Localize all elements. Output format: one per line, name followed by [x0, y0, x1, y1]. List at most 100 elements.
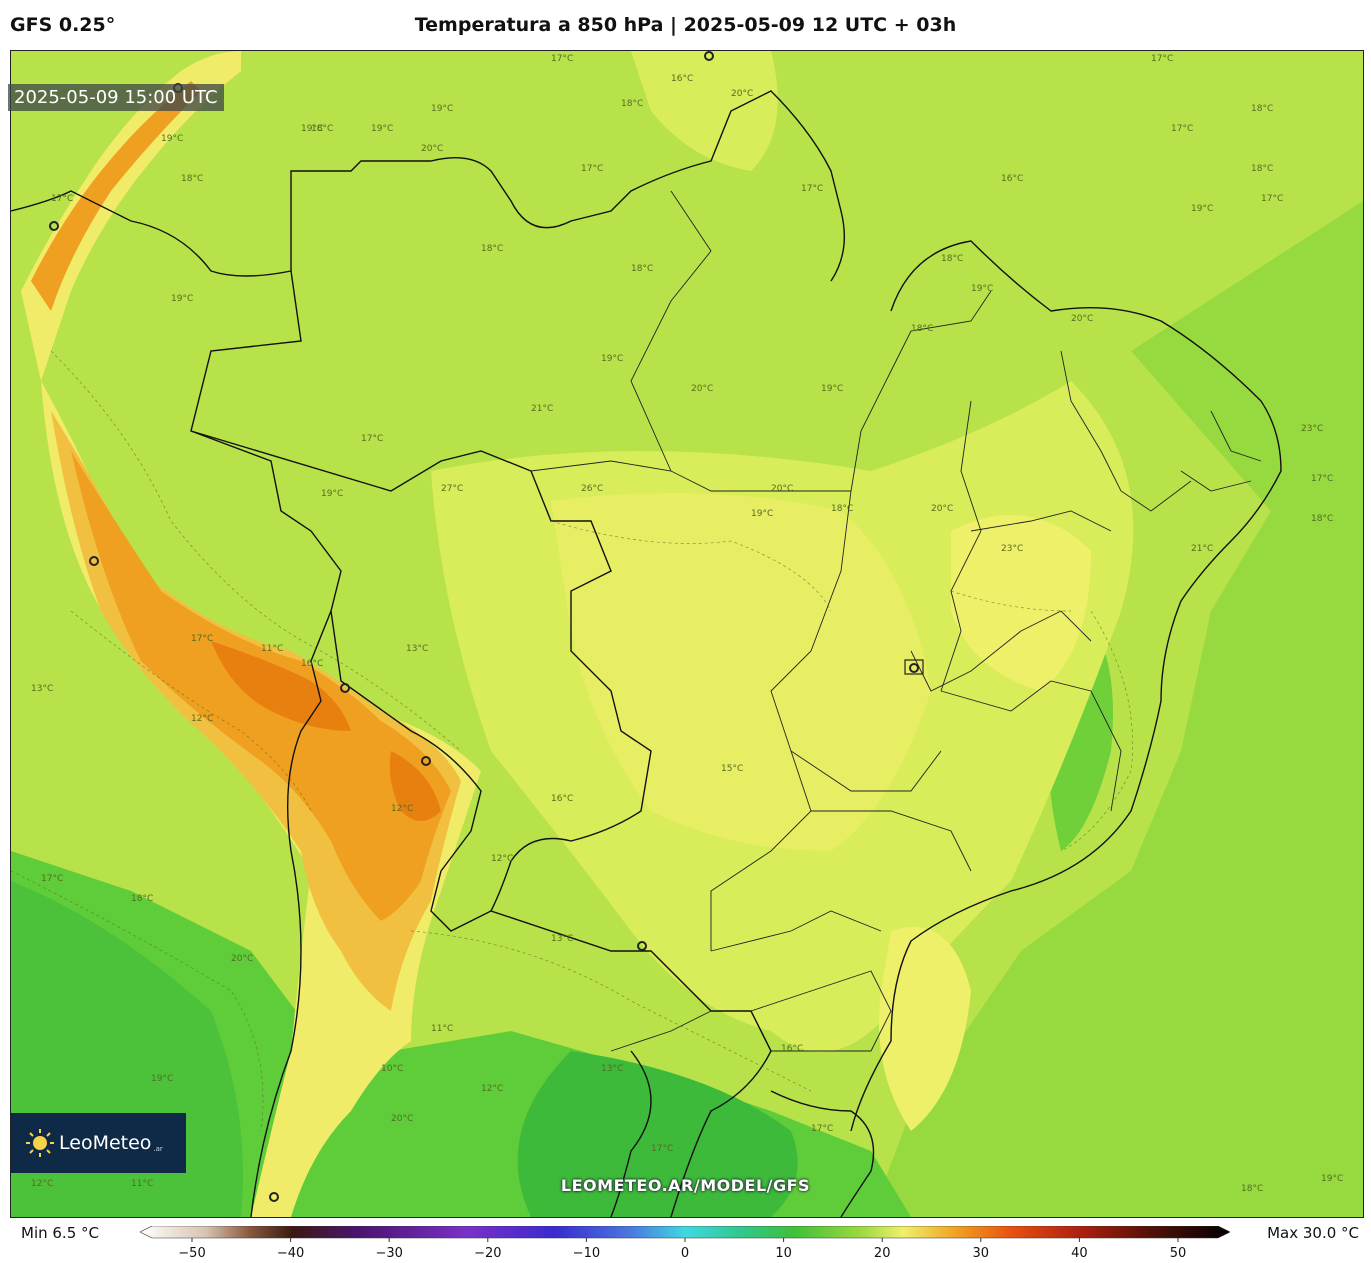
contour-label: 12°C [191, 714, 213, 724]
contour-label: 19°C [171, 294, 193, 304]
contour-label: 17°C [551, 54, 573, 64]
logo-suffix: .ar [153, 1145, 163, 1153]
map-canvas: 19°C17°C18°C19°C16°C18°C20°C17°C17°C18°C… [11, 51, 1363, 1217]
contour-label: 19°C [431, 104, 453, 114]
contour-label: 10°C [381, 1064, 403, 1074]
contour-label: 11°C [261, 644, 283, 654]
contour-label: 18°C [131, 894, 153, 904]
contour-label: 27°C [441, 484, 463, 494]
colorbar-tick-label: −40 [277, 1246, 304, 1260]
contour-label: 17°C [41, 874, 63, 884]
contour-label: 20°C [1071, 314, 1093, 324]
contour-label: 17°C [361, 434, 383, 444]
colorbar-ticks: −50 −40 −30 −20 −10 0 10 20 30 40 50 [178, 1238, 1186, 1260]
contour-label: 18°C [831, 504, 853, 514]
contour-label: 16°C [551, 794, 573, 804]
contour-label: 18°C [911, 324, 933, 334]
logo-text: LeoMeteo [59, 1132, 152, 1154]
contour-label: 18°C [1251, 164, 1273, 174]
country-borders [11, 90, 1282, 1217]
colorbar-tick-label: −30 [375, 1246, 402, 1260]
colorbar-tick-label: 20 [874, 1246, 891, 1260]
contour-label: 21°C [1191, 544, 1213, 554]
leometeo-logo[interactable]: LeoMeteo .ar [11, 1113, 186, 1173]
contour-label: 19°C [1321, 1174, 1343, 1184]
contour-label: 23°C [1001, 544, 1023, 554]
contour-label: 16°C [1001, 174, 1023, 184]
contour-label: 17°C [191, 634, 213, 644]
state-borders [530, 190, 1262, 1052]
contour-label: 17°C [1171, 124, 1193, 134]
colorbar-tick-label: 0 [681, 1246, 689, 1260]
min-temperature-label: Min 6.5 °C [21, 1224, 99, 1242]
contour-label: 19°C [971, 284, 993, 294]
contour-label: 17°C [811, 1124, 833, 1134]
contour-label: 18°C [181, 174, 203, 184]
contour-label: 16°C [301, 659, 323, 669]
valid-time-badge: 2025-05-09 15:00 UTC [8, 84, 224, 111]
contour-label: 19°C [371, 124, 393, 134]
contour-label: 19°C [601, 354, 623, 364]
colorbar-tick-label: 40 [1071, 1246, 1088, 1260]
sun-icon [26, 1129, 54, 1157]
contour-label: 12°C [31, 1179, 53, 1189]
temperature-map[interactable]: 19°C 17°C 18°C 19°C 16°C 18°C 20°C 17°C 17°C 18°C… [10, 50, 1364, 1218]
contour-label: 20°C [231, 954, 253, 964]
contour-labels: 19°C17°C18°C19°C16°C18°C20°C17°C17°C18°C… [31, 54, 1343, 1194]
colorbar-tick-label: −20 [474, 1246, 501, 1260]
contour-label: 18°C [311, 124, 333, 134]
temperature-colorbar: −50 −40 −30 −20 −10 0 10 20 30 40 50 [140, 1226, 1230, 1260]
contour-label: 26°C [581, 484, 603, 494]
colorbar-tick-label: 50 [1170, 1246, 1187, 1260]
contour-label: 11°C [431, 1024, 453, 1034]
contour-label: 18°C [481, 244, 503, 254]
max-temperature-label: Max 30.0 °C [1267, 1224, 1359, 1242]
contour-label: 17°C [651, 1144, 673, 1154]
contour-label: 23°C [1301, 424, 1323, 434]
contour-label: 13°C [551, 934, 573, 944]
contour-label: 13°C [406, 644, 428, 654]
colorbar-tick-label: −50 [178, 1246, 205, 1260]
contour-label: 17°C [801, 184, 823, 194]
contour-label: 21°C [531, 404, 553, 414]
contour-label: 15°C [721, 764, 743, 774]
contour-label: 20°C [731, 89, 753, 99]
contour-label: 19°C [821, 384, 843, 394]
contour-label: 13°C [31, 684, 53, 694]
contour-label: 19°C [161, 134, 183, 144]
contour-label: 19°C [1191, 204, 1213, 214]
contour-label: 12°C [491, 854, 513, 864]
map-title: Temperatura a 850 hPa | 2025-05-09 12 UT… [414, 14, 957, 36]
source-watermark[interactable]: LEOMETEO.AR/MODEL/GFS [560, 1176, 811, 1195]
contour-label: 19°C [301, 124, 323, 134]
contour-label: 16°C [781, 1044, 803, 1054]
contour-label: 20°C [691, 384, 713, 394]
contour-label: 19°C [151, 1074, 173, 1084]
contour-label: 18°C [631, 264, 653, 274]
colorbar-tick-label: 30 [973, 1246, 990, 1260]
contour-label: 17°C [51, 194, 73, 204]
contour-label: 12°C [481, 1084, 503, 1094]
colorbar-tick-label: −10 [573, 1246, 600, 1260]
colorbar-tick-label: 10 [775, 1246, 792, 1260]
contour-label: 18°C [941, 254, 963, 264]
contour-label: 17°C [1261, 194, 1283, 204]
contour-label: 20°C [391, 1114, 413, 1124]
contour-label: 18°C [1311, 514, 1333, 524]
contour-label: 18°C [1251, 104, 1273, 114]
contour-label: 13°C [601, 1064, 623, 1074]
contour-label: 17°C [581, 164, 603, 174]
model-name: GFS 0.25° [10, 14, 116, 36]
contour-label: 12°C [391, 804, 413, 814]
isotherms [11, 350, 1133, 1132]
contour-label: 11°C [131, 1179, 153, 1189]
contour-label: 20°C [421, 144, 443, 154]
contour-label: 17°C [1151, 54, 1173, 64]
contour-label: 20°C [771, 484, 793, 494]
contour-label: 17°C [1311, 474, 1333, 484]
contour-label: 19°C [321, 489, 343, 499]
contour-label: 16°C [671, 74, 693, 84]
contour-label: 19°C [751, 509, 773, 519]
contour-label: 18°C [1241, 1184, 1263, 1194]
contour-label: 20°C [931, 504, 953, 514]
